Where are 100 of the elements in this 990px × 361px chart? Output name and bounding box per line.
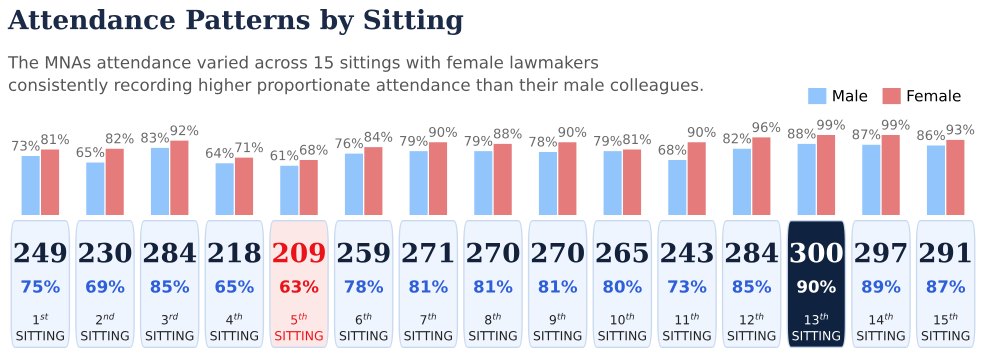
bar (668, 160, 686, 215)
data-label: 81% (623, 134, 651, 144)
text: 265 (596, 242, 648, 263)
bar (216, 163, 234, 215)
data-label: 96% (752, 122, 780, 132)
bar (474, 151, 492, 215)
text: 259 (338, 242, 390, 263)
bar (538, 152, 558, 215)
bar (752, 137, 770, 215)
text: 270 (467, 242, 520, 263)
bar (300, 160, 318, 215)
category-label: 12$^{th}$ SITTING (728, 312, 776, 340)
bar (622, 150, 642, 215)
bar (946, 140, 964, 215)
category-label: 8$^{th}$ SITTING (469, 312, 517, 340)
data-label: 90% (688, 126, 716, 137)
data-label: 90% (558, 126, 586, 137)
category-label: 1$^{st}$ SITTING (16, 313, 64, 340)
text: 63% (280, 280, 318, 293)
text: 249 (14, 242, 66, 263)
bar (882, 135, 900, 215)
data-label: 87% (852, 129, 880, 140)
text: 230 (79, 242, 132, 263)
text: 291 (920, 242, 971, 263)
bar (428, 142, 448, 215)
data-label: 64% (206, 148, 234, 158)
text: 284 (726, 242, 778, 263)
bar (280, 166, 298, 215)
text: 80% (603, 280, 642, 293)
text: 69% (86, 280, 124, 293)
bar (106, 148, 124, 215)
category-label: 2$^{nd}$ SITTING (81, 312, 129, 340)
data-label: 73% (12, 140, 40, 151)
bar (40, 150, 60, 215)
data-label: 99% (817, 120, 845, 130)
category-label: 13$^{th}$ SITTING (792, 312, 840, 340)
legend-label: Female (908, 90, 961, 102)
bar (862, 144, 880, 215)
bar (494, 144, 512, 215)
text: 89% (862, 280, 900, 293)
category-label: 7$^{th}$ SITTING (404, 312, 452, 340)
text: 284 (144, 242, 196, 263)
category-label: 5$^{th}$ SITTING (275, 312, 323, 340)
data-label: 86% (917, 130, 945, 140)
data-label: 68% (658, 144, 686, 155)
bar (86, 162, 104, 215)
data-label: 81% (41, 134, 69, 144)
data-label: 79% (594, 136, 622, 146)
text: 85% (150, 280, 190, 293)
bar (926, 146, 946, 215)
bar (170, 140, 188, 215)
category-label: 14$^{th}$ SITTING (857, 312, 905, 340)
text: 65% (215, 280, 254, 293)
bar (364, 147, 382, 215)
bar (150, 148, 170, 215)
data-label: 83% (141, 132, 169, 143)
data-label: 93% (946, 124, 974, 135)
data-label: 92% (170, 125, 198, 136)
data-label: 84% (364, 132, 392, 142)
category-label: 6$^{th}$ SITTING (340, 312, 388, 340)
data-label: 76% (335, 138, 363, 148)
bar (816, 135, 836, 215)
text: 209 (273, 242, 325, 263)
chart-subtitle: The MNAs attendance varied across 15 sittings with female lawmakers consistently recording higher proportionate attendance than their male colleagues. (8, 56, 703, 94)
data-label: 78% (529, 136, 557, 147)
data-label: 99% (882, 120, 910, 130)
category-label: 9$^{th}$ SITTING (534, 312, 582, 340)
text: 271 (402, 242, 454, 262)
bar (688, 142, 706, 215)
data-label: 65% (76, 147, 104, 158)
category-label: 15$^{th}$ SITTING (922, 312, 970, 340)
text: 81% (409, 280, 448, 293)
text: 300 (790, 242, 843, 263)
data-label: 79% (400, 136, 428, 146)
category-label: 10$^{th}$ SITTING (598, 312, 646, 340)
text: 81% (474, 280, 512, 293)
data-label: 90% (429, 126, 457, 137)
text: 87% (926, 280, 966, 293)
text: 85% (732, 280, 772, 293)
data-label: 71% (235, 142, 263, 152)
data-label: 68% (300, 144, 328, 155)
bar (798, 144, 816, 215)
text: 81% (538, 280, 578, 293)
text: 90% (797, 280, 836, 293)
data-label: 82% (723, 133, 751, 144)
bar (234, 158, 254, 215)
text: 73% (668, 280, 706, 293)
bar (604, 151, 622, 215)
text: 243 (661, 242, 713, 263)
bar (732, 148, 752, 215)
legend-label: Male (833, 90, 868, 102)
data-label: 82% (106, 133, 134, 144)
bar (410, 151, 428, 215)
text: 218 (208, 242, 260, 263)
text: 75% (22, 280, 60, 293)
text: 78% (344, 280, 384, 293)
category-label: 11$^{th}$ SITTING (663, 312, 711, 340)
data-label: 88% (494, 128, 522, 139)
text: 297 (855, 242, 906, 263)
data-label: 88% (788, 128, 816, 139)
